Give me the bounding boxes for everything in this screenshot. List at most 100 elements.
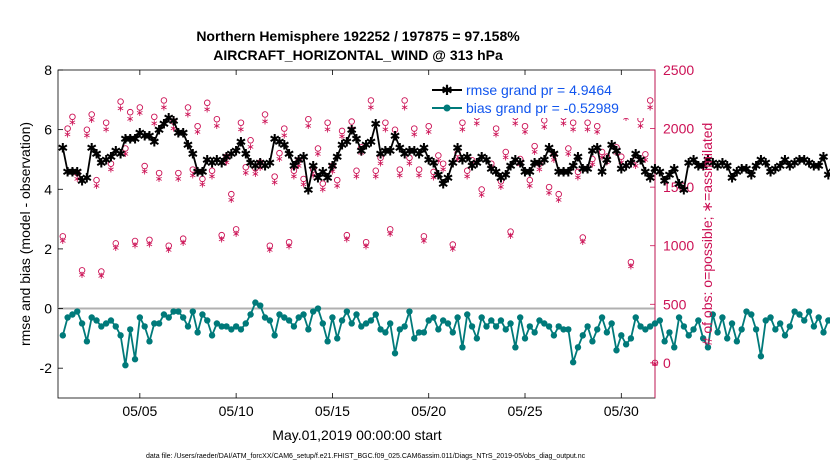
bias-point: [93, 317, 100, 324]
rmse-point: ✱: [573, 150, 584, 165]
bias-point: [733, 338, 741, 345]
y-right-tick-label: 0: [663, 355, 671, 371]
obs-assimilated-point: ∗: [357, 148, 365, 159]
obs-possible-point: [627, 258, 635, 266]
obs-assimilated-point: ∗: [299, 180, 307, 191]
rmse-point: ✱: [611, 145, 622, 160]
obs-possible-point: [502, 148, 510, 156]
bias-point: [141, 323, 148, 330]
obs-assimilated-point: ∗: [295, 161, 303, 172]
bias-point: [131, 356, 139, 363]
obs-possible-point: [439, 160, 447, 167]
rmse-point: ✱: [428, 156, 439, 171]
bias-point: [59, 332, 67, 339]
rmse-point: ✱: [139, 130, 150, 145]
obs-possible-point: [550, 151, 558, 158]
obs-assimilated-point: ∗: [362, 242, 370, 253]
bias-point: [387, 320, 394, 327]
bias-point: [425, 317, 432, 324]
rmse-point: ✱: [491, 165, 502, 180]
bias-point: [459, 344, 466, 351]
obs-possible-point: [74, 169, 81, 177]
rmse-point: ✱: [645, 171, 656, 186]
obs-assimilated-point: ∗: [208, 171, 216, 182]
obs-assimilated-point: ∗: [449, 244, 457, 255]
obs-possible-point: [266, 242, 274, 249]
rmse-line: [61, 116, 830, 191]
rmse-point: ✱: [404, 145, 415, 160]
obs-possible-point: [256, 159, 264, 166]
bias-point: [560, 326, 567, 333]
bias-point: [252, 299, 259, 306]
rmse-point: ✱: [385, 145, 396, 160]
rmse-point: ✱: [775, 159, 786, 174]
rmse-point: ✱: [828, 165, 830, 180]
obs-assimilated-point: ∗: [323, 125, 331, 136]
rmse-point: ✱: [106, 150, 117, 165]
bias-point: [608, 320, 615, 327]
bias-point: [257, 302, 264, 309]
x-tick-label: 05/25: [507, 403, 542, 419]
obs-assimilated-point: ∗: [376, 159, 384, 170]
rmse-point: ✱: [327, 159, 338, 174]
obs-possible-point: [88, 111, 95, 118]
x-axis-label: May.01,2019 00:00:00 start: [272, 427, 442, 443]
obs-possible-point: [492, 125, 500, 132]
bias-point: [796, 311, 803, 318]
rmse-point: ✱: [154, 124, 165, 139]
obs-assimilated-point: ∗: [396, 170, 404, 181]
rmse-point: ✱: [558, 165, 569, 180]
rmse-point: ✱: [57, 142, 68, 157]
rmse-point: ✱: [423, 153, 434, 168]
obs-possible-point: [430, 168, 437, 176]
rmse-point: ✱: [390, 130, 401, 145]
rmse-point: ✱: [746, 168, 757, 183]
obs-assimilated-point: ∗: [545, 188, 553, 199]
y-left-tick-label: 0: [44, 301, 52, 317]
bias-point: [83, 338, 91, 345]
obs-assimilated-point: ∗: [179, 238, 187, 249]
bias-point: [98, 323, 105, 330]
obs-assimilated-point: ∗: [145, 239, 153, 250]
bias-point: [179, 314, 187, 321]
obs-assimilated-point: ∗: [502, 153, 510, 164]
obs-assimilated-point: ∗: [463, 171, 471, 182]
rmse-point: ✱: [264, 156, 275, 171]
obs-assimilated-point: ∗: [121, 149, 129, 160]
bias-point: [382, 329, 389, 336]
rmse-point: ✱: [664, 168, 675, 183]
bias-point: [362, 320, 370, 327]
obs-possible-point: [126, 108, 134, 116]
bias-point: [541, 320, 548, 327]
bias-point: [64, 314, 71, 321]
obs-possible-point: [175, 169, 182, 177]
obs-assimilated-point: ∗: [603, 157, 611, 168]
rmse-point: ✱: [293, 153, 304, 168]
bias-point: [358, 323, 365, 330]
rmse-point: ✱: [789, 156, 800, 171]
rmse-point: ✱: [279, 139, 290, 154]
rmse-point: ✱: [202, 153, 213, 168]
bias-point: [791, 308, 798, 315]
bias-point: [309, 308, 317, 315]
obs-possible-point: [165, 242, 172, 249]
bias-point: [757, 353, 765, 360]
bias-point: [208, 332, 216, 339]
obs-possible-point: [276, 149, 283, 157]
obs-possible-point: [261, 111, 269, 118]
obs-assimilated-point: ∗: [506, 231, 514, 242]
obs-possible-point: [435, 152, 442, 159]
rmse-point: ✱: [539, 153, 550, 168]
bias-point: [396, 326, 404, 333]
obs-assimilated-point: ∗: [651, 359, 659, 370]
rmse-point: ✱: [818, 150, 829, 165]
obs-possible-point: [131, 237, 139, 245]
bias-point: [704, 344, 712, 351]
obs-possible-point: [151, 113, 158, 121]
bias-point: [285, 317, 293, 324]
rmse-point: ✱: [211, 153, 222, 168]
obs-possible-point: [386, 226, 394, 233]
rmse-point: ✱: [221, 150, 232, 165]
obs-possible-point: [324, 119, 331, 126]
legend-rmse-marker: ✱: [441, 83, 453, 99]
